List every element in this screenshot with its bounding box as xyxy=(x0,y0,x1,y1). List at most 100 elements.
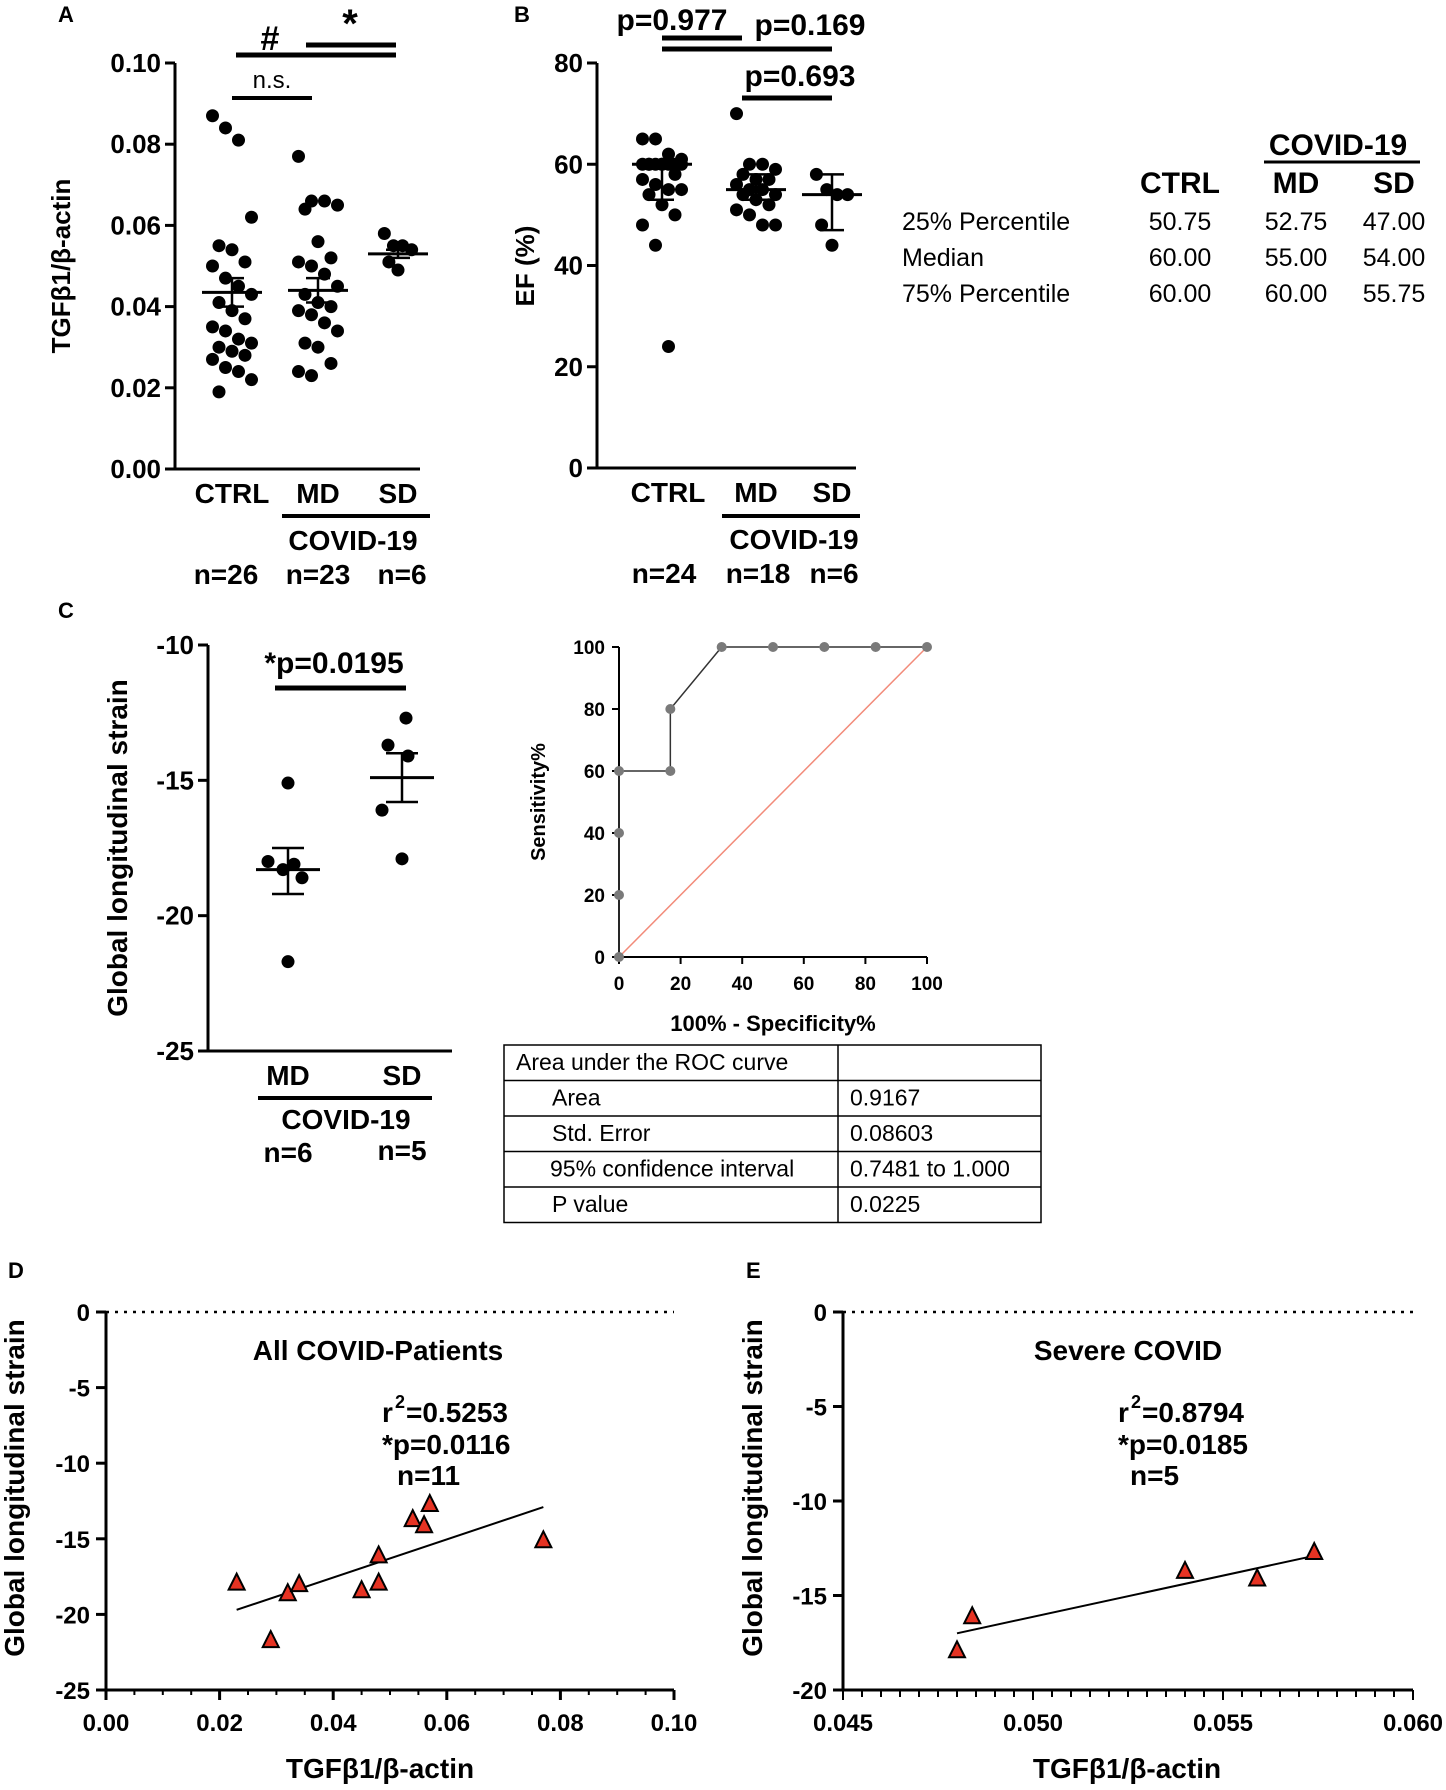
data-point xyxy=(298,336,312,350)
roc-table-value: 0.0225 xyxy=(850,1191,920,1217)
x-tick-label: 0.050 xyxy=(1003,1710,1063,1737)
category-label: SD xyxy=(379,478,418,509)
table-cell: 55.75 xyxy=(1363,280,1426,308)
data-point xyxy=(395,852,409,866)
x-tick-label: 80 xyxy=(855,974,876,995)
data-point xyxy=(292,365,305,379)
data-point xyxy=(369,1571,389,1591)
x-axis-label: TGFβ1/β-actin xyxy=(1033,1753,1221,1784)
table-cell: 60.00 xyxy=(1265,280,1328,308)
y-tick-label: -25 xyxy=(55,1678,90,1705)
data-point xyxy=(769,218,782,232)
data-point xyxy=(289,1572,309,1593)
data-point xyxy=(730,107,743,121)
table-column-header: CTRL xyxy=(1140,167,1220,200)
data-point xyxy=(318,194,331,208)
y-axis-label: TGFβ1/β-actin xyxy=(46,179,76,354)
panel-c-chart: -25 -20 -15 -10 Global longitudinal strain *p… xyxy=(102,630,452,1168)
roc-table-label: P value xyxy=(552,1191,628,1217)
x-tick-label: 0 xyxy=(614,974,625,995)
y-tick-label: -15 xyxy=(156,765,194,795)
data-point xyxy=(295,871,309,885)
data-point xyxy=(809,167,823,181)
x-tick-label: 0.02 xyxy=(196,1710,243,1737)
y-tick-label: 0 xyxy=(814,1300,827,1327)
roc-table-border xyxy=(503,1044,1042,1224)
data-point xyxy=(212,239,226,253)
panel-b-chart: 0 20 40 60 80 EF (%) CTRL MD SD COVID-19 n=24 n=18 n… xyxy=(510,4,865,589)
stat-n: n=11 xyxy=(397,1460,460,1491)
category-label: MD xyxy=(296,478,340,509)
data-point xyxy=(292,304,305,318)
data-point xyxy=(381,738,395,752)
table-cell: 47.00 xyxy=(1363,208,1426,236)
roc-table-value: 0.08603 xyxy=(850,1120,933,1146)
table-cell: 52.75 xyxy=(1265,208,1328,236)
panel-e-chart: -20 -15 -10 -5 0 0.045 0.050 0.055 0.060 Global l… xyxy=(737,1300,1443,1784)
x-tick-label: 0.06 xyxy=(423,1710,470,1737)
stat-r2-sup: 2 xyxy=(1131,1392,1141,1412)
data-point xyxy=(281,955,295,969)
data-point xyxy=(815,218,829,232)
panel-label-c: C xyxy=(58,598,74,623)
data-point xyxy=(245,373,258,387)
group-label: COVID-19 xyxy=(281,1104,410,1135)
table-row-label: 25% Percentile xyxy=(902,208,1070,236)
x-tick-label: 0.055 xyxy=(1193,1710,1253,1737)
data-point xyxy=(762,198,776,212)
x-axis-label: TGFβ1/β-actin xyxy=(286,1753,474,1784)
x-tick-label: 100 xyxy=(911,974,943,995)
data-point xyxy=(225,344,239,358)
data-point xyxy=(219,324,232,338)
data-point xyxy=(743,157,756,171)
data-point xyxy=(305,259,318,273)
roc-table-label: 95% confidence interval xyxy=(550,1156,794,1182)
data-point xyxy=(318,316,331,330)
data-point xyxy=(769,188,782,202)
data-point xyxy=(1304,1540,1324,1561)
category-label: CTRL xyxy=(195,478,270,509)
data-point xyxy=(662,340,675,353)
y-axis-label: Global longitudinal strain xyxy=(737,1319,768,1657)
data-point xyxy=(375,803,389,817)
data-point xyxy=(227,1571,247,1591)
data-point xyxy=(391,263,405,277)
table-row-label: Median xyxy=(902,244,984,272)
data-point xyxy=(736,188,750,202)
table-cell: 60.00 xyxy=(1149,280,1212,308)
y-tick-label: 80 xyxy=(584,700,605,721)
data-point xyxy=(219,361,232,374)
y-tick-label: 100 xyxy=(573,638,605,659)
data-point xyxy=(324,356,338,370)
y-tick-label: 0 xyxy=(594,948,605,969)
y-tick-label: 40 xyxy=(584,824,605,845)
chart-title: All COVID-Patients xyxy=(253,1335,503,1366)
roc-table-label: Area xyxy=(552,1085,601,1111)
data-point xyxy=(287,857,301,871)
data-point xyxy=(311,235,325,249)
y-tick-label: 60 xyxy=(584,762,605,783)
data-point xyxy=(736,167,750,181)
data-point xyxy=(762,172,776,186)
x-axis-label: 100% - Specificity% xyxy=(670,1011,875,1036)
y-tick-label: 0.10 xyxy=(110,48,161,78)
category-label: SD xyxy=(383,1060,422,1091)
y-tick-label: -15 xyxy=(55,1527,90,1554)
data-point xyxy=(305,369,318,383)
table-column-header: SD xyxy=(1373,167,1415,200)
sig-label: p=0.169 xyxy=(755,9,866,42)
panel-c-roc-table: Area under the ROC curve Area 0.9167 Std. E… xyxy=(503,1044,1042,1224)
x-tick-label: 0.04 xyxy=(310,1710,357,1737)
data-point xyxy=(756,218,769,232)
roc-point xyxy=(665,766,676,776)
data-point xyxy=(820,183,834,197)
table-cell: 54.00 xyxy=(1363,244,1426,272)
n-label: n=26 xyxy=(194,559,259,590)
x-tick-label: 20 xyxy=(670,974,691,995)
roc-point xyxy=(614,952,624,962)
data-point xyxy=(212,340,226,354)
data-point xyxy=(756,157,769,171)
y-axis-label: Global longitudinal strain xyxy=(0,1319,30,1657)
panel-d-chart: -25 -20 -15 -10 -5 0 0.00 0.02 0.04 0.06 0.08 0.10 G… xyxy=(0,1300,697,1784)
